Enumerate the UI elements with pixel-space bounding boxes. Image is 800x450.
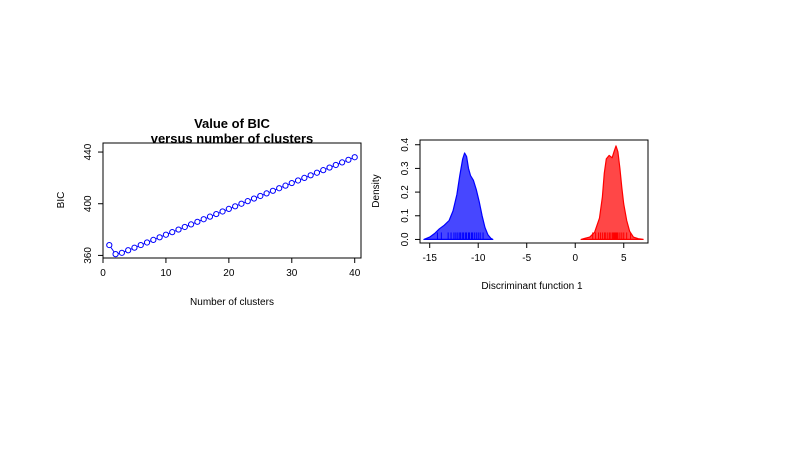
bic-point	[206, 213, 214, 220]
bic-point	[200, 216, 207, 223]
bic-title-line1: Value of BIC	[194, 116, 270, 131]
bic-x-label: Number of clusters	[190, 297, 274, 308]
bic-point	[181, 223, 188, 231]
bic-point	[288, 179, 295, 187]
bic-chart: Value of BIC versus number of clusters 0…	[56, 116, 362, 308]
density-x-tick-label: 0	[572, 253, 578, 264]
bic-x-tick-label: 30	[286, 268, 298, 279]
bic-point	[250, 195, 258, 202]
bic-point	[106, 241, 113, 249]
density-y-tick-label: 0.3	[400, 161, 411, 175]
bic-point	[169, 229, 176, 236]
bic-y-tick-label: 400	[83, 195, 94, 212]
bic-point	[301, 174, 308, 181]
bic-point	[175, 226, 182, 233]
bic-point	[219, 208, 226, 215]
density-x-tick-label: -5	[522, 253, 531, 264]
bic-y-tick-label: 360	[83, 247, 94, 264]
bic-x-tick-label: 40	[349, 268, 361, 279]
density-y-tick-label: 0.0	[400, 232, 411, 246]
density-chart: -15 -10 -5 0 5 0.0 0.1 0.2 0.3 0.4 Discriminant …	[371, 137, 649, 292]
bic-point	[313, 169, 321, 176]
bic-point	[307, 172, 314, 179]
density-x-tick-label: 5	[621, 253, 627, 264]
bic-point	[276, 185, 283, 192]
bic-point	[282, 182, 289, 189]
bic-point	[351, 154, 358, 161]
bic-point	[131, 244, 138, 251]
bic-point	[194, 218, 201, 225]
density-y-tick-label: 0.4	[400, 137, 411, 151]
density-y-tick-label: 0.1	[400, 208, 411, 222]
bic-point	[332, 161, 339, 169]
bic-point	[225, 205, 232, 212]
bic-plot-box	[102, 142, 362, 259]
bic-point	[112, 251, 119, 258]
bic-point	[162, 231, 170, 238]
density-area-0	[423, 152, 494, 240]
density-area-1	[580, 145, 644, 240]
density-x-tick-label: -10	[471, 253, 486, 264]
bic-point	[294, 177, 302, 184]
density-y-axis: 0.0 0.1 0.2 0.3 0.4	[400, 137, 420, 246]
bic-x-tick-label: 20	[223, 268, 235, 279]
density-plot-box	[419, 139, 649, 244]
density-y-label: Density	[371, 174, 382, 207]
bic-point	[232, 203, 239, 210]
bic-point	[339, 159, 346, 166]
bic-point	[269, 187, 277, 194]
bic-point	[320, 167, 327, 174]
bic-y-axis: 360 400 440	[83, 143, 103, 264]
bic-point	[118, 249, 125, 256]
bic-point	[143, 239, 151, 246]
bic-line	[108, 156, 355, 255]
bic-x-tick-label: 0	[100, 268, 106, 279]
bic-point	[187, 221, 195, 228]
density-x-label: Discriminant function 1	[481, 281, 583, 292]
bic-point	[137, 241, 144, 249]
density-y-tick-label: 0.2	[400, 185, 411, 199]
density-series	[423, 145, 644, 240]
bic-x-tick-label: 10	[160, 268, 172, 279]
bic-point	[213, 210, 220, 218]
density-x-tick-label: -15	[422, 253, 437, 264]
bic-point	[345, 156, 352, 163]
bic-point	[238, 200, 245, 207]
bic-point	[150, 236, 157, 244]
bic-point	[125, 247, 132, 254]
bic-y-tick-label: 440	[83, 143, 94, 160]
bic-title-line2: versus number of clusters	[151, 131, 314, 146]
density-x-axis: -15 -10 -5 0 5	[422, 243, 627, 264]
bic-point	[326, 164, 333, 171]
bic-series	[106, 154, 358, 258]
bic-y-label: BIC	[56, 192, 67, 209]
bic-x-axis: 0 10 20 30 40	[100, 258, 361, 279]
bic-point	[257, 192, 264, 200]
bic-point	[263, 190, 270, 197]
bic-point	[244, 198, 251, 205]
bic-point	[156, 234, 163, 241]
